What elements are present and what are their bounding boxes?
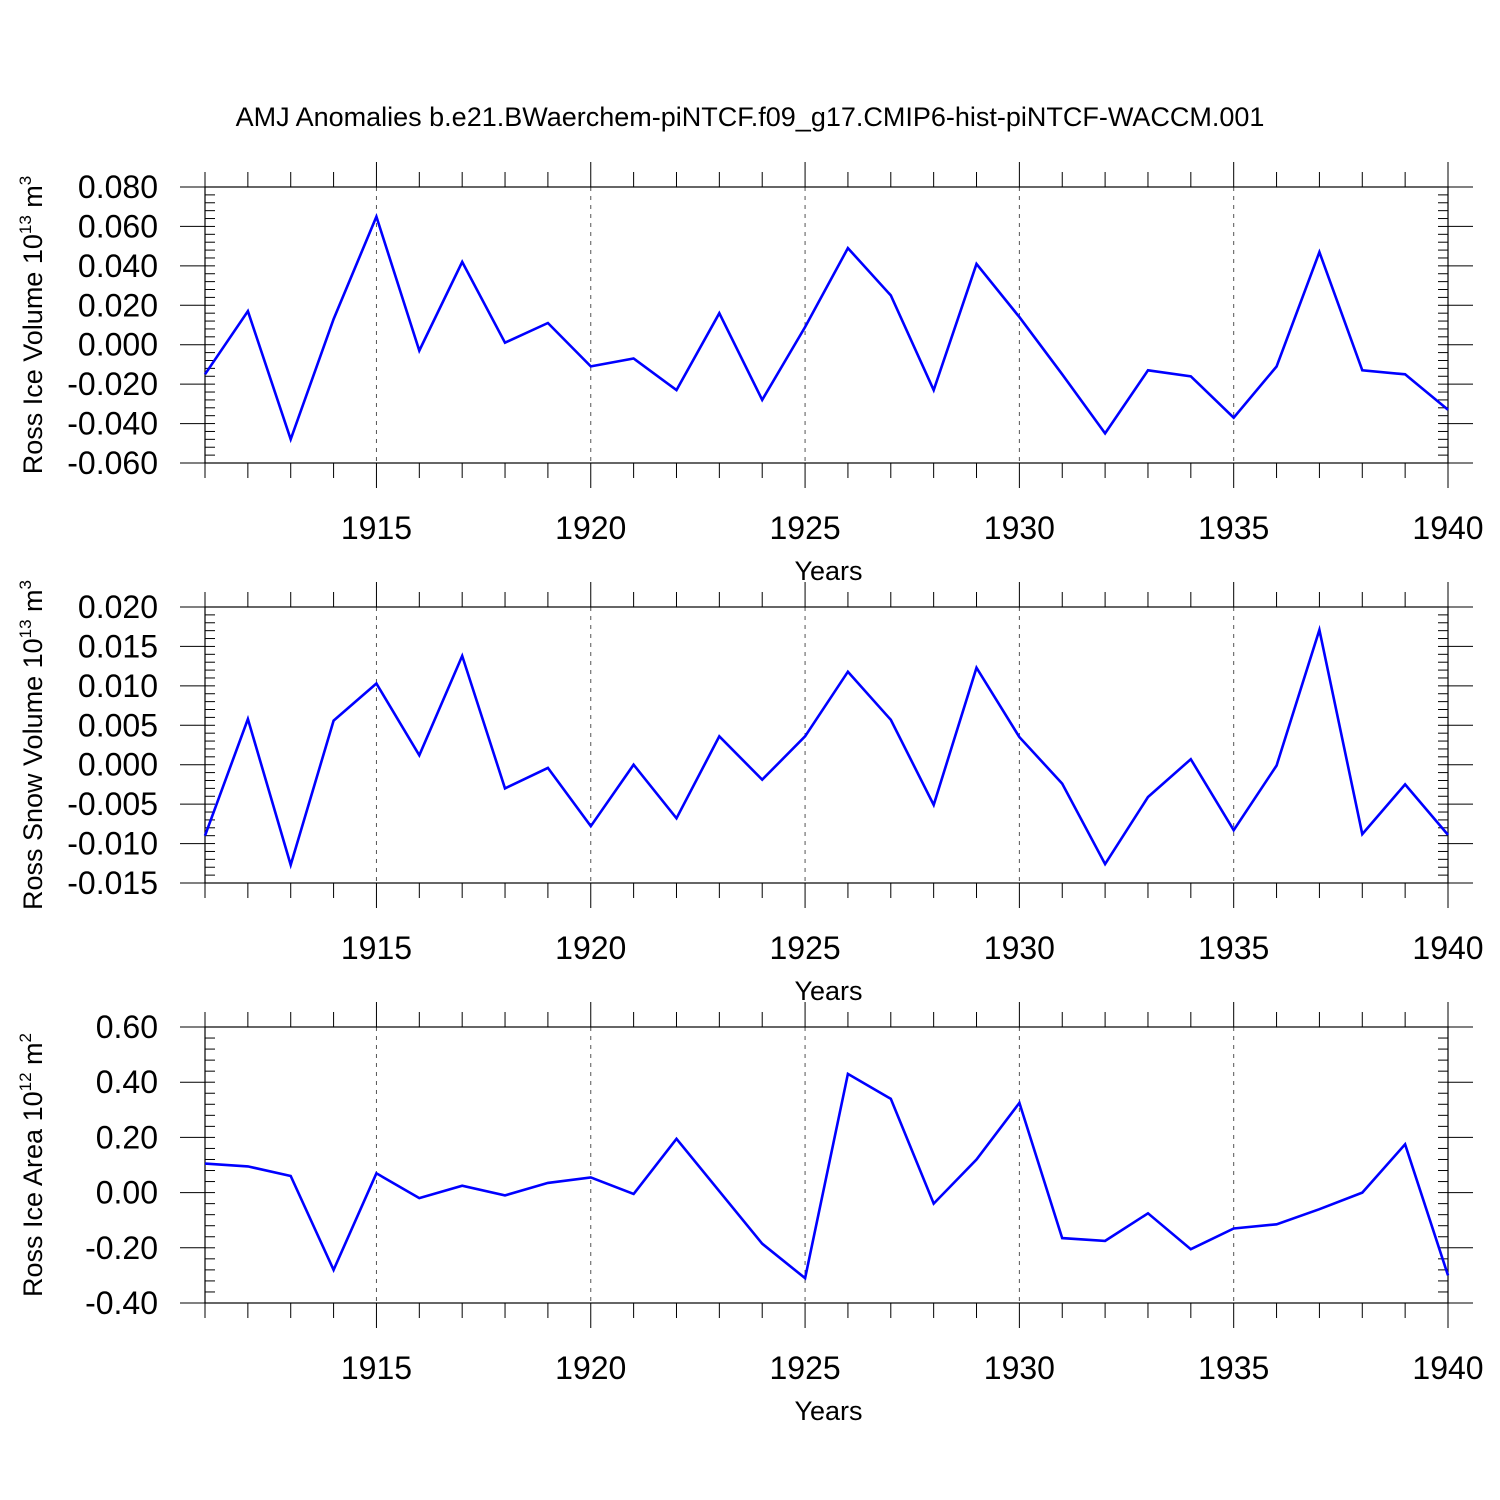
y-tick-label: 0.005 (78, 707, 158, 743)
y-tick-label: -0.010 (67, 826, 158, 862)
chart-panel-3: 0.60 0.40 0.20 0.00 -0.20 -0.40 1915 1920 1925 19… (16, 1002, 1484, 1426)
y-tick-label: 0.40 (96, 1064, 158, 1100)
y-tick-label: 0.015 (78, 628, 158, 664)
x-tick-label: 1935 (1198, 930, 1269, 966)
data-line (204, 1071, 1450, 1281)
x-axis-label: Years (794, 1396, 862, 1426)
y-tick-label: -0.005 (67, 786, 158, 822)
x-tick-label: 1925 (769, 930, 840, 966)
plot-frame (204, 1026, 1449, 1304)
y-tick-label: -0.020 (67, 366, 158, 402)
x-tick-label: 1940 (1412, 1350, 1483, 1386)
x-tick-label: 1915 (341, 510, 412, 546)
figure-title: AMJ Anomalies b.e21.BWaerchem-piNTCF.f09… (236, 102, 1265, 132)
y-tick-label: 0.060 (78, 208, 158, 244)
x-tick-label: 1925 (769, 510, 840, 546)
y-tick-label: 0.20 (96, 1119, 158, 1155)
y-tick-label: 0.60 (96, 1009, 158, 1045)
plot-frame (204, 186, 1449, 464)
y-tick-label: 0.000 (78, 747, 158, 783)
plot-frame (204, 606, 1449, 884)
x-tick-label: 1930 (984, 1350, 1055, 1386)
x-tick-label: 1920 (555, 930, 626, 966)
x-tick-label: 1930 (984, 510, 1055, 546)
x-tick-label: 1915 (341, 930, 412, 966)
data-line (203, 624, 1449, 870)
chart-panels: 0.0800.0600.0400.0200.000-0.020-0.040-0.… (16, 162, 1484, 1426)
y-tick-label: 0.00 (96, 1175, 158, 1211)
x-tick-label: 1915 (341, 1350, 412, 1386)
x-tick-label: 1920 (555, 1350, 626, 1386)
y-tick-label: -0.40 (85, 1285, 158, 1321)
y-tick-label: 0.020 (78, 287, 158, 323)
y-axis-label: Ross Snow Volume 1013 m3 (16, 580, 48, 910)
y-tick-label: 0.010 (78, 668, 158, 704)
x-axis-label: Years (794, 976, 862, 1006)
x-tick-label: 1940 (1412, 930, 1483, 966)
y-tick-label: 0.040 (78, 248, 158, 284)
x-tick-label: 1925 (769, 1350, 840, 1386)
x-tick-label: 1930 (984, 930, 1055, 966)
x-tick-label: 1940 (1412, 510, 1483, 546)
y-tick-label: 0.020 (78, 589, 158, 625)
y-tick-label: -0.20 (85, 1230, 158, 1266)
data-line (203, 212, 1449, 444)
y-tick-label: -0.015 (67, 865, 158, 901)
y-axis-label: Ross Ice Area 1012 m2 (16, 1033, 48, 1297)
x-axis-label: Years (794, 556, 862, 586)
y-tick-label: -0.040 (67, 406, 158, 442)
y-tick-label: -0.060 (67, 445, 158, 481)
x-tick-label: 1935 (1198, 1350, 1269, 1386)
x-tick-label: 1935 (1198, 510, 1269, 546)
y-tick-label: 0.080 (78, 169, 158, 205)
y-axis-label: Ross Ice Volume 1013 m3 (16, 176, 48, 475)
y-tick-label: 0.000 (78, 327, 158, 363)
x-tick-label: 1920 (555, 510, 626, 546)
